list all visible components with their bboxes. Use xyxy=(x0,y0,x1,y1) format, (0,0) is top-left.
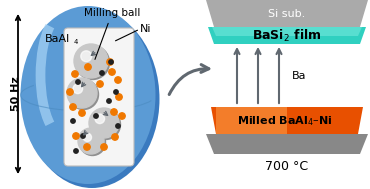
Circle shape xyxy=(89,108,119,138)
Circle shape xyxy=(70,104,76,110)
Circle shape xyxy=(107,59,113,65)
Circle shape xyxy=(101,144,107,150)
Polygon shape xyxy=(208,27,366,44)
Text: Ba: Ba xyxy=(292,71,306,81)
Circle shape xyxy=(81,51,92,62)
Text: BaAl: BaAl xyxy=(45,34,70,44)
Text: 50 Hz: 50 Hz xyxy=(11,77,21,111)
Circle shape xyxy=(83,133,91,142)
Circle shape xyxy=(109,60,113,64)
Circle shape xyxy=(81,134,85,138)
Circle shape xyxy=(109,69,115,75)
Circle shape xyxy=(79,110,85,116)
FancyBboxPatch shape xyxy=(64,28,134,166)
Polygon shape xyxy=(212,27,362,36)
Circle shape xyxy=(115,77,121,83)
Circle shape xyxy=(76,80,80,84)
Circle shape xyxy=(73,133,79,139)
Circle shape xyxy=(97,81,103,87)
Circle shape xyxy=(78,128,104,154)
Circle shape xyxy=(112,134,118,140)
Circle shape xyxy=(95,114,105,124)
Circle shape xyxy=(71,119,75,123)
Circle shape xyxy=(85,64,91,70)
Text: 700 °C: 700 °C xyxy=(265,160,309,174)
Circle shape xyxy=(111,109,117,115)
Circle shape xyxy=(116,124,120,128)
Polygon shape xyxy=(216,107,287,134)
Circle shape xyxy=(74,149,78,153)
Circle shape xyxy=(94,114,98,118)
Text: $_4$: $_4$ xyxy=(73,37,79,47)
Text: Milled BaAl$_4$–Ni: Milled BaAl$_4$–Ni xyxy=(237,114,333,128)
Polygon shape xyxy=(206,0,368,27)
Text: Milling ball: Milling ball xyxy=(84,8,140,59)
Circle shape xyxy=(67,78,97,108)
Text: Ni: Ni xyxy=(140,24,151,34)
Circle shape xyxy=(67,89,73,95)
Circle shape xyxy=(116,94,122,100)
Circle shape xyxy=(91,109,121,139)
Circle shape xyxy=(75,46,110,80)
Circle shape xyxy=(84,144,90,150)
Circle shape xyxy=(74,44,108,78)
Circle shape xyxy=(119,113,125,119)
Circle shape xyxy=(72,71,78,77)
Circle shape xyxy=(114,90,118,94)
Polygon shape xyxy=(211,107,363,134)
Ellipse shape xyxy=(24,10,159,188)
Circle shape xyxy=(100,71,104,75)
Polygon shape xyxy=(206,134,368,154)
Circle shape xyxy=(73,84,83,94)
Circle shape xyxy=(107,99,111,103)
Circle shape xyxy=(80,129,105,156)
Text: Si sub.: Si sub. xyxy=(268,9,306,19)
Circle shape xyxy=(68,80,98,109)
Text: BaSi$_2$ film: BaSi$_2$ film xyxy=(252,28,322,44)
Ellipse shape xyxy=(20,6,155,184)
